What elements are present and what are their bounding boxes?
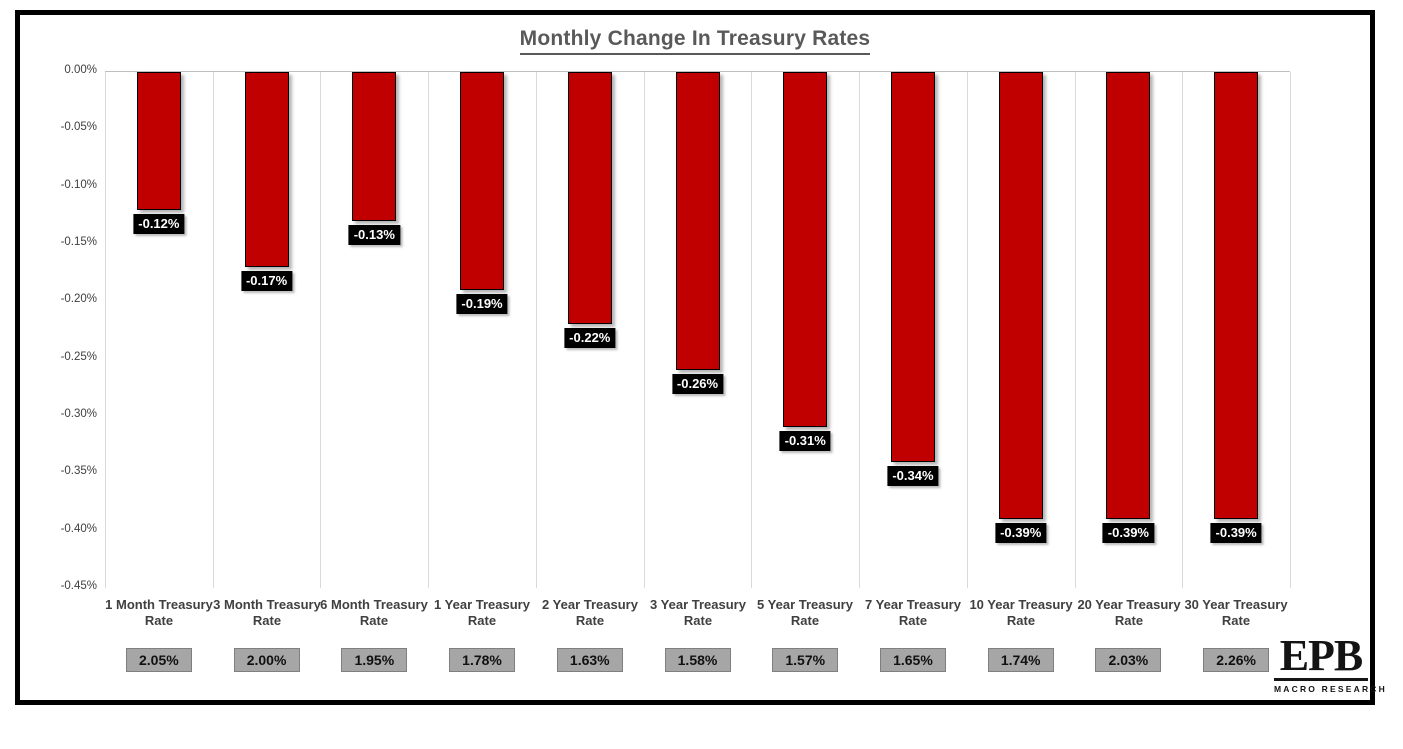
category-label: 10 Year Treasury Rate [969, 597, 1073, 629]
bar [999, 72, 1043, 519]
y-tick-label: -0.45% [60, 580, 97, 592]
grid-line [1182, 72, 1183, 588]
title-wrap: Monthly Change In Treasury Rates [20, 27, 1370, 55]
rate-box: 1.58% [664, 648, 731, 672]
y-tick-label: -0.05% [60, 121, 97, 134]
current-rates-row: 2.05% 2.00% 1.95% 1.78% 1.63% 1.58% 1.57% 1.65%… [105, 648, 1290, 674]
grid-line [428, 72, 429, 588]
category-label: 30 Year Treasury Rate [1184, 597, 1288, 629]
grid-line [859, 72, 860, 588]
rate-box: 2.05% [125, 648, 192, 672]
grid-line [751, 72, 752, 588]
category-label: 1 Year Treasury Rate [434, 597, 530, 629]
bar [245, 72, 289, 267]
grid-line [536, 72, 537, 588]
category-label: 1 Month Treasury Rate [105, 597, 213, 629]
grid-line [213, 72, 214, 588]
epb-logo-text: EPB [1274, 634, 1368, 681]
rate-box: 2.00% [233, 648, 300, 672]
bar [352, 72, 396, 221]
bar [891, 72, 935, 462]
rate-box: 2.26% [1203, 648, 1270, 672]
bar [783, 72, 827, 427]
bar [676, 72, 720, 370]
rate-box: 1.57% [772, 648, 839, 672]
grid-line [644, 72, 645, 588]
plot-area: -0.12% -0.17% -0.13% -0.19% -0.22% -0.26% -0.3… [105, 71, 1291, 588]
category-label: 2 Year Treasury Rate [542, 597, 638, 629]
bar-value-label: -0.39% [1210, 523, 1262, 543]
chart-title: Monthly Change In Treasury Rates [519, 27, 871, 55]
bar [137, 72, 181, 210]
bar-value-label: -0.19% [456, 294, 508, 314]
bar-value-label: -0.39% [1102, 523, 1155, 543]
bar-value-label: -0.26% [671, 374, 724, 394]
category-label: 3 Year Treasury Rate [650, 597, 746, 629]
category-label: 3 Month Treasury Rate [213, 597, 321, 629]
bar-value-label: -0.22% [564, 328, 616, 348]
bar-value-label: -0.31% [779, 431, 831, 451]
bar-value-label: -0.12% [133, 214, 185, 234]
rate-box: 1.65% [879, 648, 946, 672]
grid-line [1075, 72, 1076, 588]
grid-line [1290, 72, 1291, 588]
rate-box: 2.03% [1095, 648, 1162, 672]
rate-box: 1.78% [449, 648, 516, 672]
grid-line [320, 72, 321, 588]
bar-value-label: -0.17% [240, 271, 293, 291]
rate-box: 1.74% [987, 648, 1054, 672]
grid-line [967, 72, 968, 588]
y-tick-label: -0.40% [60, 522, 97, 535]
category-label: 7 Year Treasury Rate [865, 597, 961, 629]
bar-value-label: -0.39% [995, 523, 1047, 543]
y-tick-label: -0.15% [60, 236, 97, 248]
bar [1214, 72, 1258, 519]
bar [460, 72, 504, 290]
bar-value-label: -0.34% [887, 466, 939, 486]
rate-box: 1.95% [341, 648, 408, 672]
category-label: 5 Year Treasury Rate [757, 597, 853, 629]
y-tick-label: -0.20% [60, 293, 97, 306]
y-tick-label: -0.25% [60, 350, 97, 363]
y-tick-label: 0.00% [64, 64, 97, 76]
bar-value-label: -0.13% [348, 225, 400, 245]
bar [1106, 72, 1150, 519]
rate-box: 1.63% [556, 648, 623, 672]
y-tick-label: -0.10% [60, 178, 97, 191]
x-axis-labels: 1 Month Treasury Rate 3 Month Treasury Ra… [105, 597, 1290, 633]
grid-line [105, 72, 106, 588]
epb-logo-subtext: MACRO RESEARCH [1274, 684, 1387, 694]
category-label: 20 Year Treasury Rate [1077, 597, 1181, 629]
chart-frame: Monthly Change In Treasury Rates -0.12% -… [15, 10, 1387, 705]
category-label: 6 Month Treasury Rate [320, 597, 428, 629]
bar [568, 72, 612, 324]
epb-logo: EPB MACRO RESEARCH [1274, 634, 1387, 694]
y-tick-label: -0.35% [60, 465, 97, 478]
y-tick-label: -0.30% [60, 408, 97, 420]
